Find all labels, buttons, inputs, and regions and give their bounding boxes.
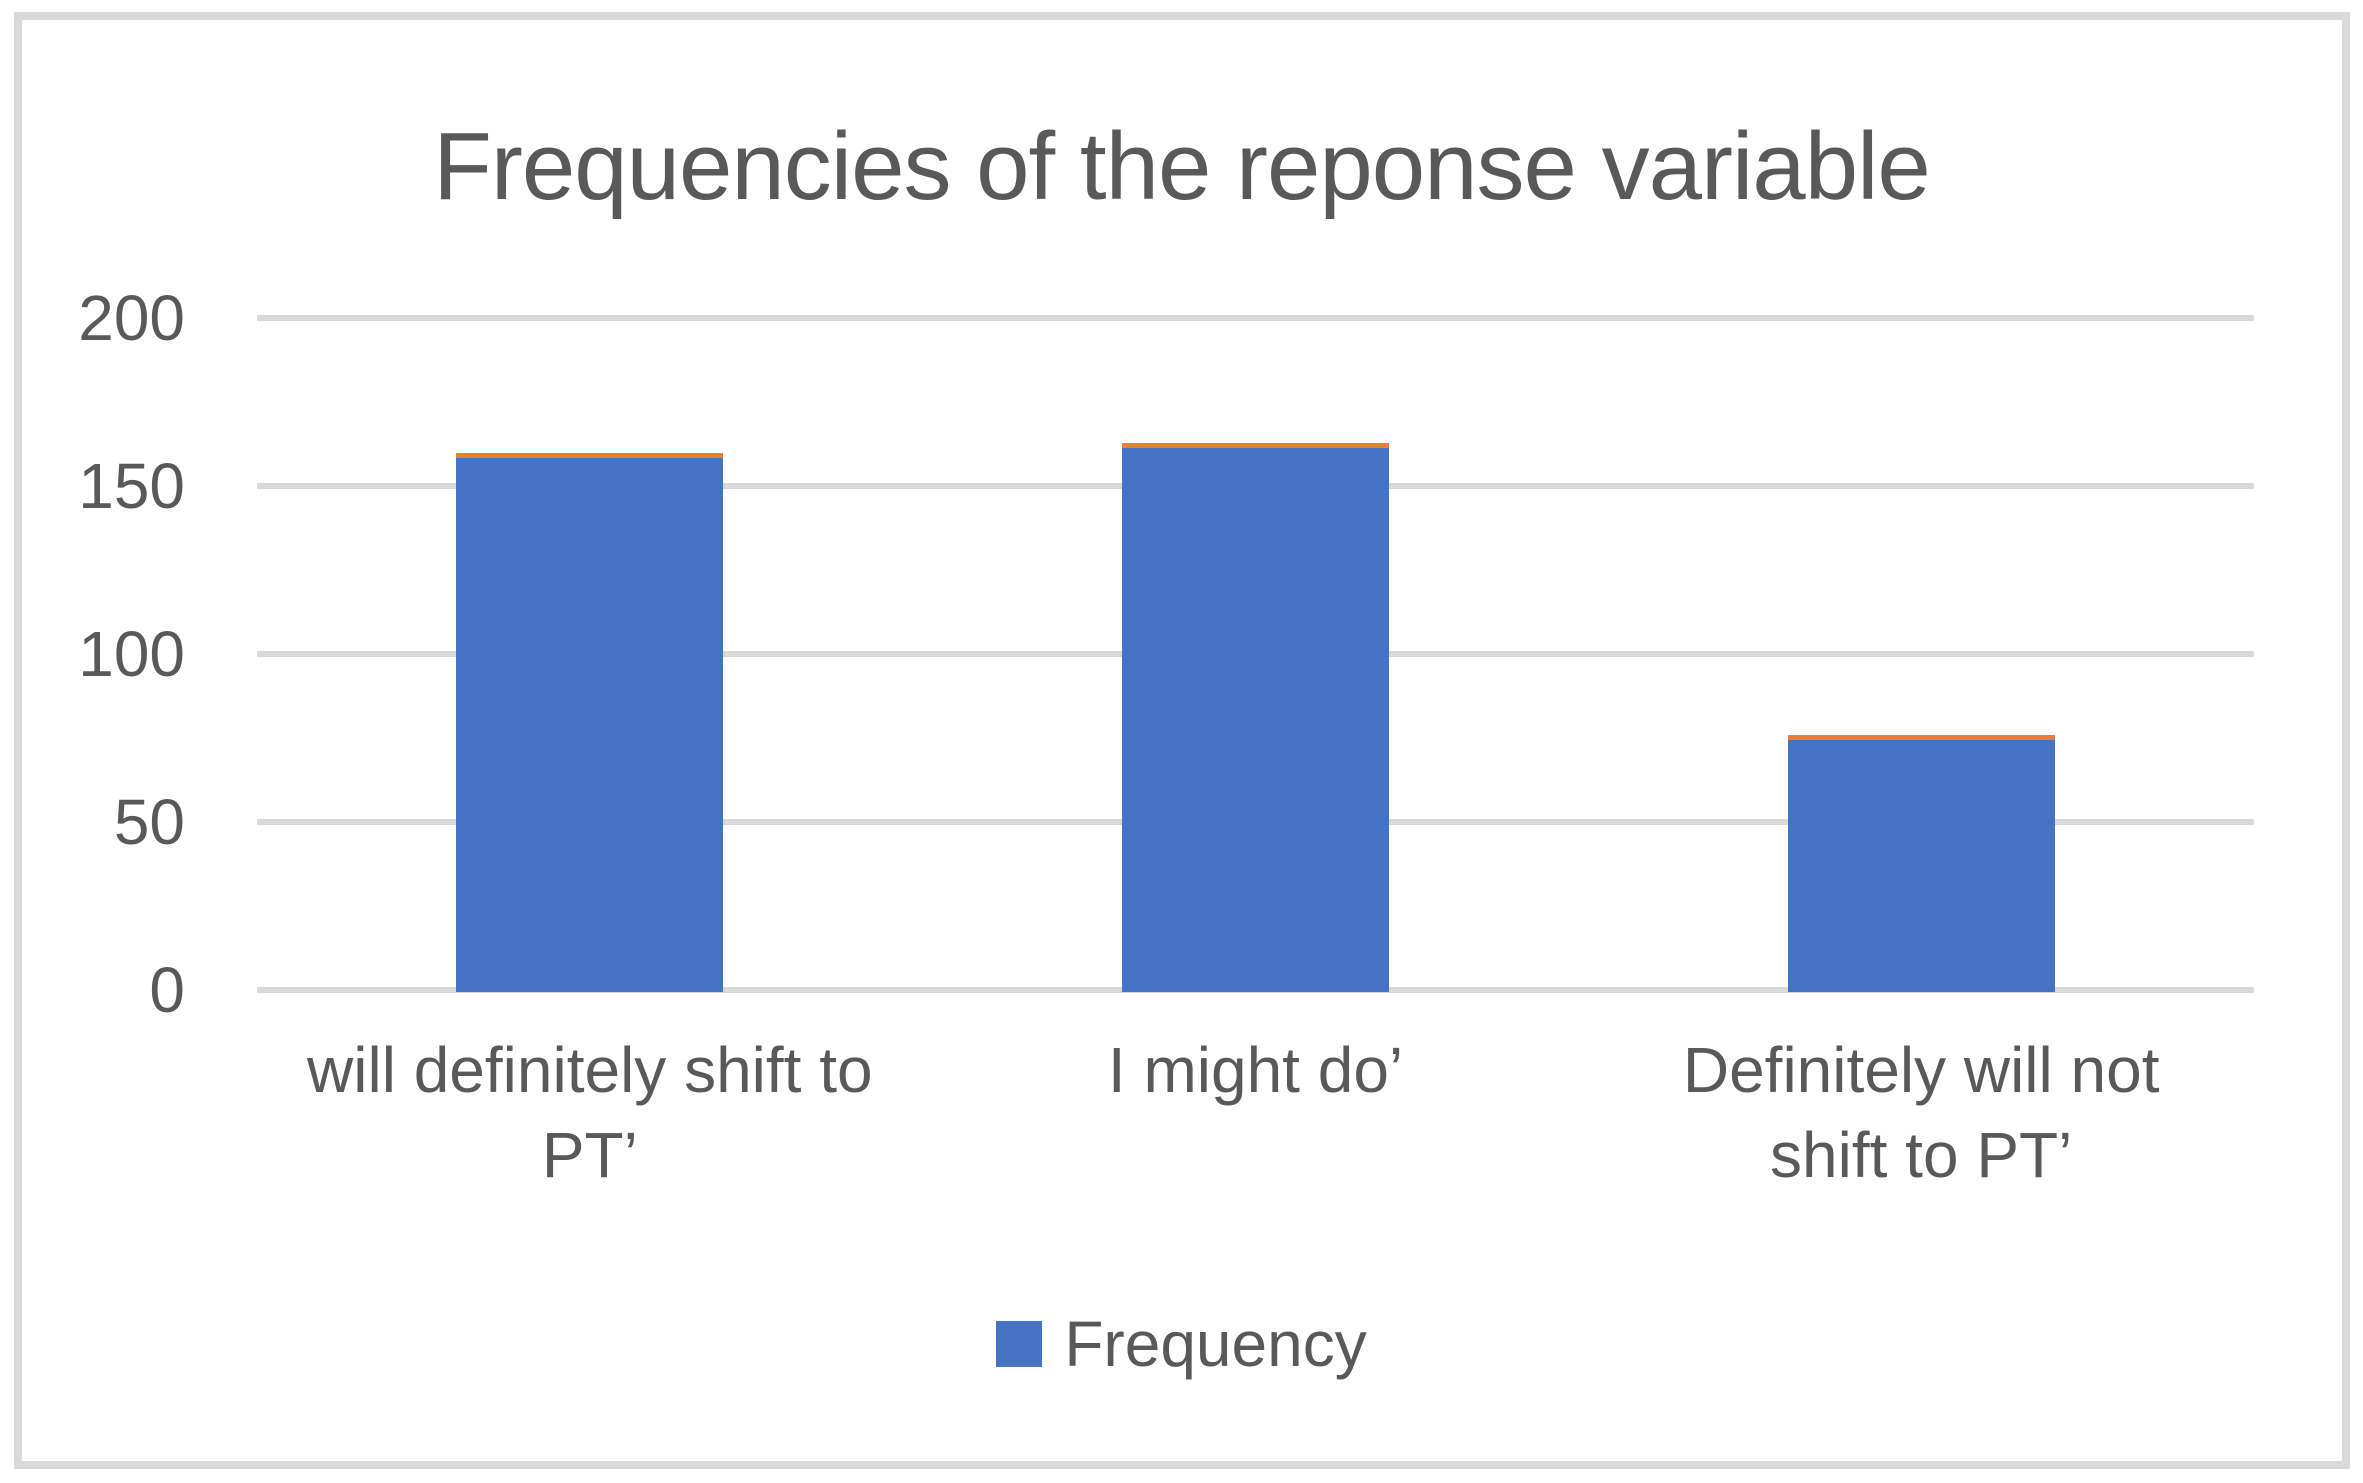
x-axis-category-label-line: shift to PT’ [1770,1119,2073,1191]
x-axis-category-label-0: will definitely shift to PT’ [240,1028,940,1198]
bar-frequency-0 [456,452,724,992]
x-axis-category-label-2: Definitely will not shift to PT’ [1571,1028,2271,1198]
x-axis-category-label-1: I might do’ [906,1028,1606,1113]
x-axis-category-label-line: will definitely shift to [307,1034,873,1106]
bar-frequency-2 [1787,735,2055,992]
x-axis-category-label-line: PT’ [541,1119,638,1191]
y-axis-tick-label-150: 150 [78,450,185,522]
chart-title: Frequencies of the reponse variable [433,113,1931,220]
legend-label: Frequency [1064,1308,1367,1380]
gridline-y-200 [257,315,2254,321]
x-axis-category-label-line: Definitely will not [1682,1034,2160,1106]
bar-frequency-1 [1122,442,1389,992]
y-axis-tick-label-100: 100 [78,618,185,690]
y-axis-tick-label-200: 200 [78,282,185,354]
y-axis-tick-label-0: 0 [149,954,185,1026]
legend: Frequency [0,1312,2363,1376]
x-axis-category-label-line: I might do’ [1107,1034,1404,1106]
y-axis-tick-label-50: 50 [113,786,185,858]
legend-swatch-icon [996,1321,1043,1367]
